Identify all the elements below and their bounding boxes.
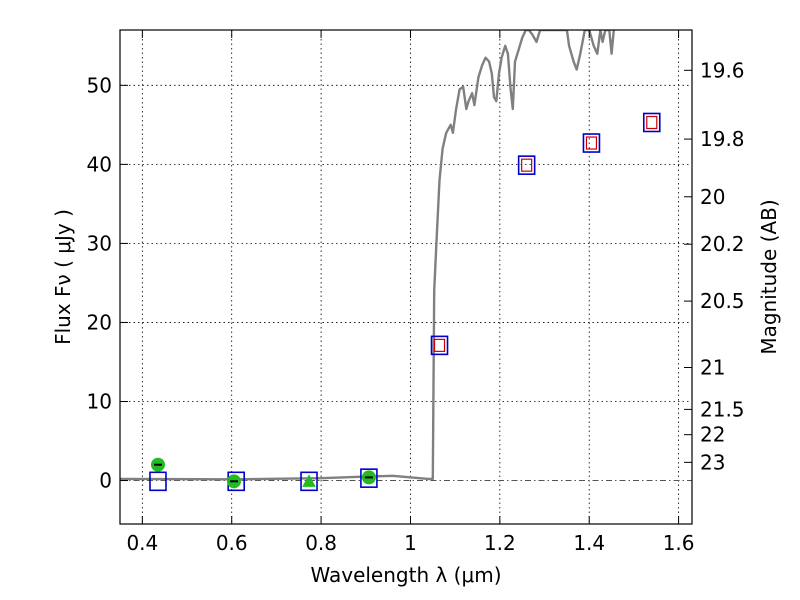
x-axis-title: Wavelength λ (μm) — [310, 563, 501, 587]
y2-tick-label: 19.8 — [700, 127, 745, 151]
x-tick-label: 1.6 — [663, 531, 695, 555]
x-tick-label: 1.2 — [484, 531, 516, 555]
upper-limit-point — [302, 474, 316, 487]
plot-background — [120, 30, 692, 524]
y-tick-label: 0 — [99, 469, 112, 493]
y2-tick-label: 22 — [700, 423, 725, 447]
y2-tick-label: 20.5 — [700, 289, 745, 313]
model-photometry-point — [517, 155, 536, 175]
y-tick-label: 20 — [87, 310, 112, 334]
y2-tick-label: 20.2 — [700, 232, 745, 256]
y2-tick-label: 19.6 — [700, 58, 745, 82]
y-axis-title: Flux Fν ( μJy ) — [51, 209, 75, 345]
y2-tick-label: 23 — [700, 450, 725, 474]
observed-photometry-point — [433, 338, 446, 352]
x-tick-label: 1.4 — [573, 531, 605, 555]
y2-tick-label: 21.5 — [700, 397, 745, 421]
y2-tick-label: 20 — [700, 185, 725, 209]
y-tick-label: 30 — [87, 231, 112, 255]
observed-photometry-point — [521, 158, 533, 172]
x-tick-label: 0.6 — [216, 531, 248, 555]
model-photometry-point — [642, 112, 661, 133]
model-photometry-point — [149, 471, 167, 492]
x-tick-label: 0.4 — [126, 531, 158, 555]
model-photometry-point — [300, 471, 318, 492]
y-tick-label: 50 — [87, 73, 112, 97]
observed-photometry-point — [646, 115, 658, 130]
model-spectrum-line — [120, 30, 615, 481]
model-photometry-point — [582, 133, 601, 153]
plot-frame — [119, 29, 693, 525]
data-layer — [120, 30, 661, 492]
ticks: 0.4 0.6 0.8 1 1.2 1.4 1.6 0 10 20 30 40 50 19.6 19.8 20… — [87, 30, 745, 555]
y-tick-label: 40 — [87, 152, 112, 176]
observed-photometry-point — [585, 136, 598, 150]
x-tick-label: 0.8 — [305, 531, 337, 555]
y2-tick-label: 21 — [700, 356, 725, 380]
model-photometry-point — [360, 468, 378, 488]
y-tick-label: 10 — [87, 389, 112, 413]
model-photometry-point — [430, 335, 449, 356]
y2-axis-title: Magnitude (AB) — [757, 199, 781, 354]
x-tick-label: 1 — [404, 531, 417, 555]
